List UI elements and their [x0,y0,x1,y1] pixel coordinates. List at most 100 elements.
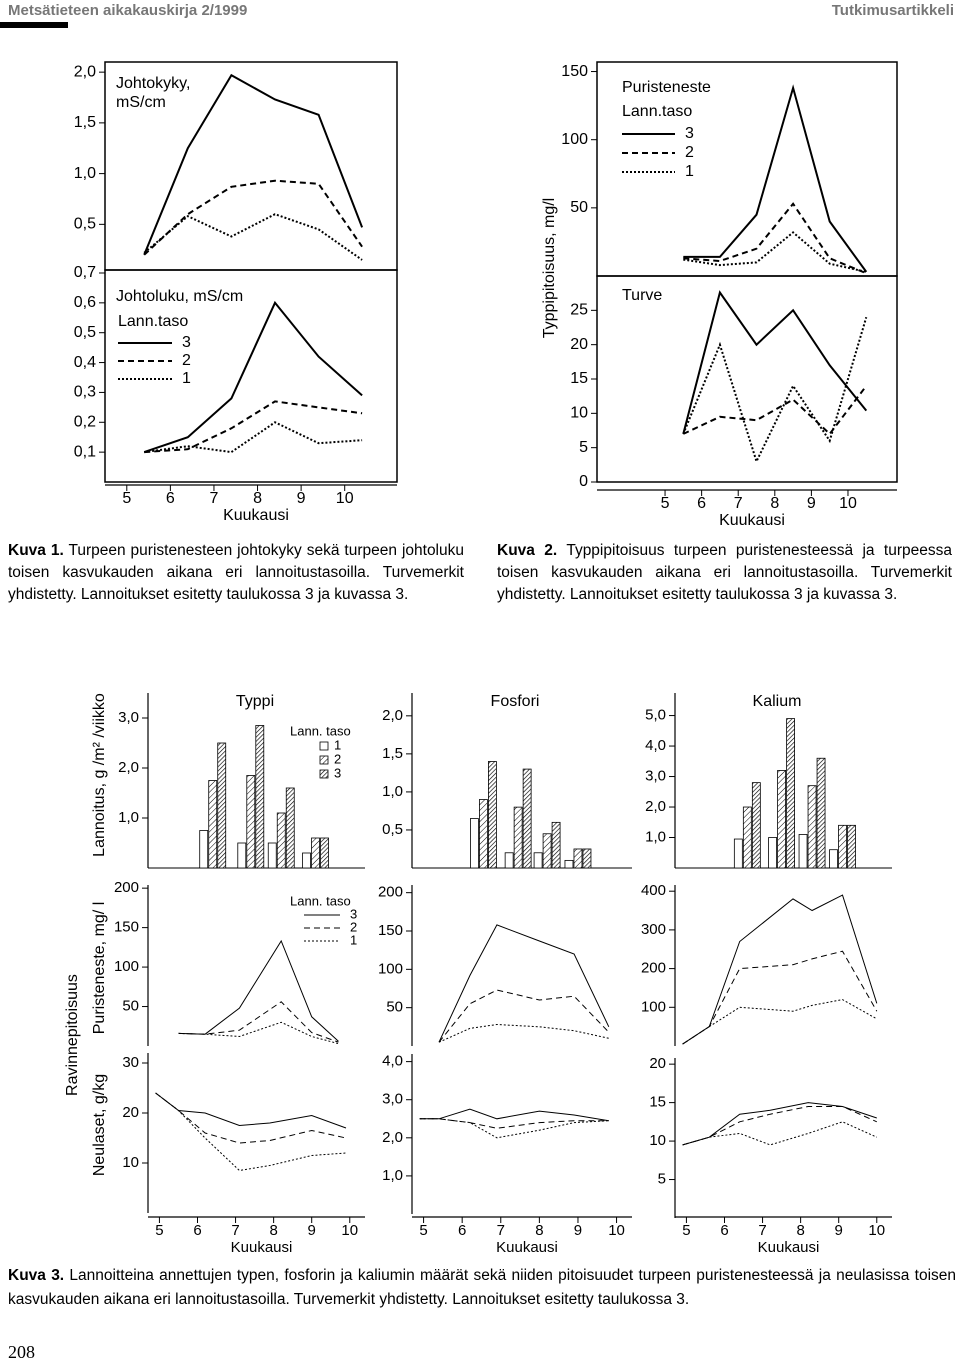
y-tick-label: 0,3 [74,384,96,401]
x-tick-label: 6 [697,495,706,512]
data-line [682,316,868,465]
data-line [143,300,363,454]
bar [302,852,311,869]
y-tick-label: 300 [641,921,666,938]
y-tick-label: 0,5 [74,216,96,233]
y-tick-label: 1,0 [645,828,666,845]
legend-label: 1 [685,163,694,180]
legend-title: Lann.taso [622,103,692,120]
bar [751,782,761,869]
y-tick-label: 3,0 [645,768,666,785]
y-tick-label: 1,0 [382,1167,403,1184]
x-tick-label: 7 [734,495,743,512]
y-tick-label: 0,4 [74,354,96,371]
y-tick-label: 2,0 [118,759,139,776]
y-tick-label: 100 [561,131,588,148]
y-tick-label: 15 [649,1094,666,1111]
x-tick-label: 7 [758,1222,766,1239]
x-tick-label: 9 [835,1222,843,1239]
y-tick-label: 5 [579,439,588,456]
caption-text: Lannoitteina annettujen typen, fosforin … [8,1267,957,1308]
x-tick-label: 5 [419,1222,427,1239]
y-tick-label: 10 [122,1154,139,1171]
y-tick-label: 100 [114,958,139,975]
bar [829,849,838,869]
y-tick-label: 50 [386,999,403,1016]
x-tick-label: 10 [839,495,857,512]
y-tick-label: 25 [570,302,588,319]
y-tick-label: 20 [570,336,588,353]
y-tick-label: 30 [122,1054,139,1071]
data-line [682,1106,878,1146]
bar [255,725,265,869]
caption-text: Typpipitoisuus turpeen puristenesteessä … [497,542,952,603]
data-line [143,73,364,256]
panel-title: Johtokyky, [116,75,190,92]
legend-title: Lann.taso [118,313,188,330]
y-axis-label: Neulaset, g/kg [91,1074,108,1176]
x-tick-label: 6 [166,490,175,507]
y-tick-label: 150 [114,919,139,936]
data-line [419,1118,609,1129]
data-line [155,1092,347,1144]
x-tick-label: 5 [661,495,670,512]
legend-swatch [319,741,329,751]
legend-swatch [319,769,329,779]
data-line [155,1092,347,1172]
legend-label: 3 [350,906,357,921]
panel-title: Johtoluku, mS/cm [116,288,243,305]
data-line [682,999,878,1045]
data-line [682,290,868,435]
y-tick-label: 4,0 [382,1053,403,1070]
data-line [178,1021,339,1045]
x-tick-label: 6 [193,1222,201,1239]
bar [816,757,826,869]
x-tick-label: 7 [497,1222,505,1239]
y-tick-label: 100 [641,998,666,1015]
caption-text: Turpeen puristenesteen johtokyky sekä tu… [8,542,464,603]
legend-label: 2 [182,352,191,369]
y-tick-label: 10 [649,1132,666,1149]
panel-title: Turve [622,287,662,304]
bar [320,837,329,869]
plot-frame [104,61,398,271]
y-tick-label: 20 [122,1104,139,1121]
panel-title: Fosfori [491,693,540,710]
bar [237,842,247,869]
bar [564,859,574,869]
page-number: 208 [8,1342,35,1362]
bar [777,770,786,869]
y-tick-label: 1,5 [382,745,403,762]
y-tick-label: 1,0 [382,783,403,800]
legend-label: 1 [334,737,341,752]
x-tick-label: 9 [308,1222,316,1239]
x-tick-label: 6 [458,1222,466,1239]
bar [208,780,218,869]
x-tick-label: 7 [210,490,219,507]
section-name: Tutkimusartikkeli [831,2,954,19]
data-line [682,950,878,1045]
legend-title: Lann. taso [290,893,351,908]
legend-label: 2 [350,919,357,934]
y-group-label: Ravinnepitoisuus [64,974,81,1096]
data-line [438,1023,609,1043]
bar [807,785,817,869]
bar [276,812,286,869]
bar [798,834,808,869]
y-tick-label: 10 [570,405,588,422]
data-line [178,939,339,1042]
x-tick-label: 7 [231,1222,239,1239]
y-axis-label: Typpipitoisuus, mg/l [541,198,558,339]
x-tick-label: 9 [574,1222,582,1239]
bar [551,821,561,869]
x-axis-label: Kuukausi [496,1239,558,1256]
x-axis-label: Kuukausi [223,507,289,524]
data-line [682,1102,877,1146]
data-line [683,202,867,275]
bar [733,838,743,869]
y-tick-label: 15 [570,370,588,387]
bar [542,833,552,869]
y-axis-label: Lannoitus, g /m² /viikko [91,693,108,857]
x-tick-label: 9 [807,495,816,512]
